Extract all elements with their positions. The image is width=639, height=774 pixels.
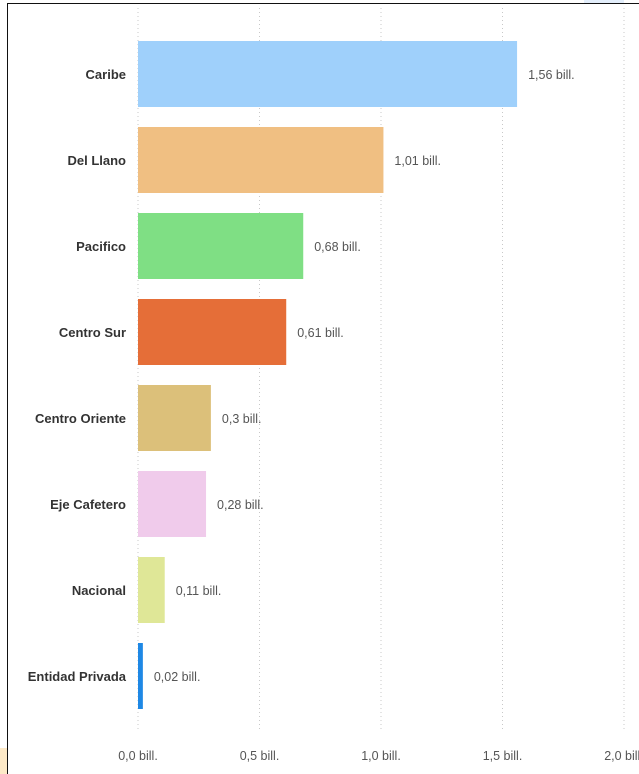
category-label: Centro Sur	[59, 325, 126, 340]
x-axis-tick-label: 0,5 bill.	[240, 749, 280, 763]
data-label: 1,01 bill.	[394, 154, 441, 168]
x-axis-tick-label: 1,5 bill.	[483, 749, 523, 763]
data-label: 0,11 bill.	[176, 584, 222, 598]
bar	[138, 471, 207, 537]
data-label: 0,02 bill.	[154, 670, 201, 684]
grid-layer	[137, 8, 625, 730]
bar-layer	[138, 41, 518, 709]
category-label: Caribe	[86, 67, 126, 82]
x-axis-tick-label: 0,0 bill.	[118, 749, 158, 763]
category-label: Pacifico	[76, 239, 126, 254]
x-axis-tick-label: 1,0 bill.	[361, 749, 401, 763]
data-label: 0,28 bill.	[217, 498, 264, 512]
bar	[138, 127, 384, 193]
bar	[138, 385, 211, 451]
data-label: 1,56 bill.	[528, 68, 575, 82]
data-label: 0,68 bill.	[314, 240, 361, 254]
category-label: Del Llano	[67, 153, 126, 168]
category-label-layer: Caribe Del Llano Pacifico Centro Sur Centro …	[28, 67, 127, 684]
bar	[138, 299, 287, 365]
data-label: 0,61 bill.	[297, 326, 344, 340]
bar	[138, 643, 143, 709]
x-axis-tick-label: 2,0 bill.	[604, 749, 639, 763]
category-label: Nacional	[72, 583, 126, 598]
bar	[138, 213, 304, 279]
value-label-layer: 1,56 bill. 1,01 bill. 0,68 bill. 0,61 bill.…	[154, 68, 575, 684]
category-label: Eje Cafetero	[50, 497, 126, 512]
category-label: Centro Oriente	[35, 411, 126, 426]
bar	[138, 41, 518, 107]
x-axis-tick-layer: 0,0 bill. 0,5 bill. 1,0 bill. 1,5 bill. 2,0 …	[118, 749, 639, 763]
category-label: Entidad Privada	[28, 669, 127, 684]
bar	[138, 557, 165, 623]
data-label: 0,3 bill.	[222, 412, 262, 426]
